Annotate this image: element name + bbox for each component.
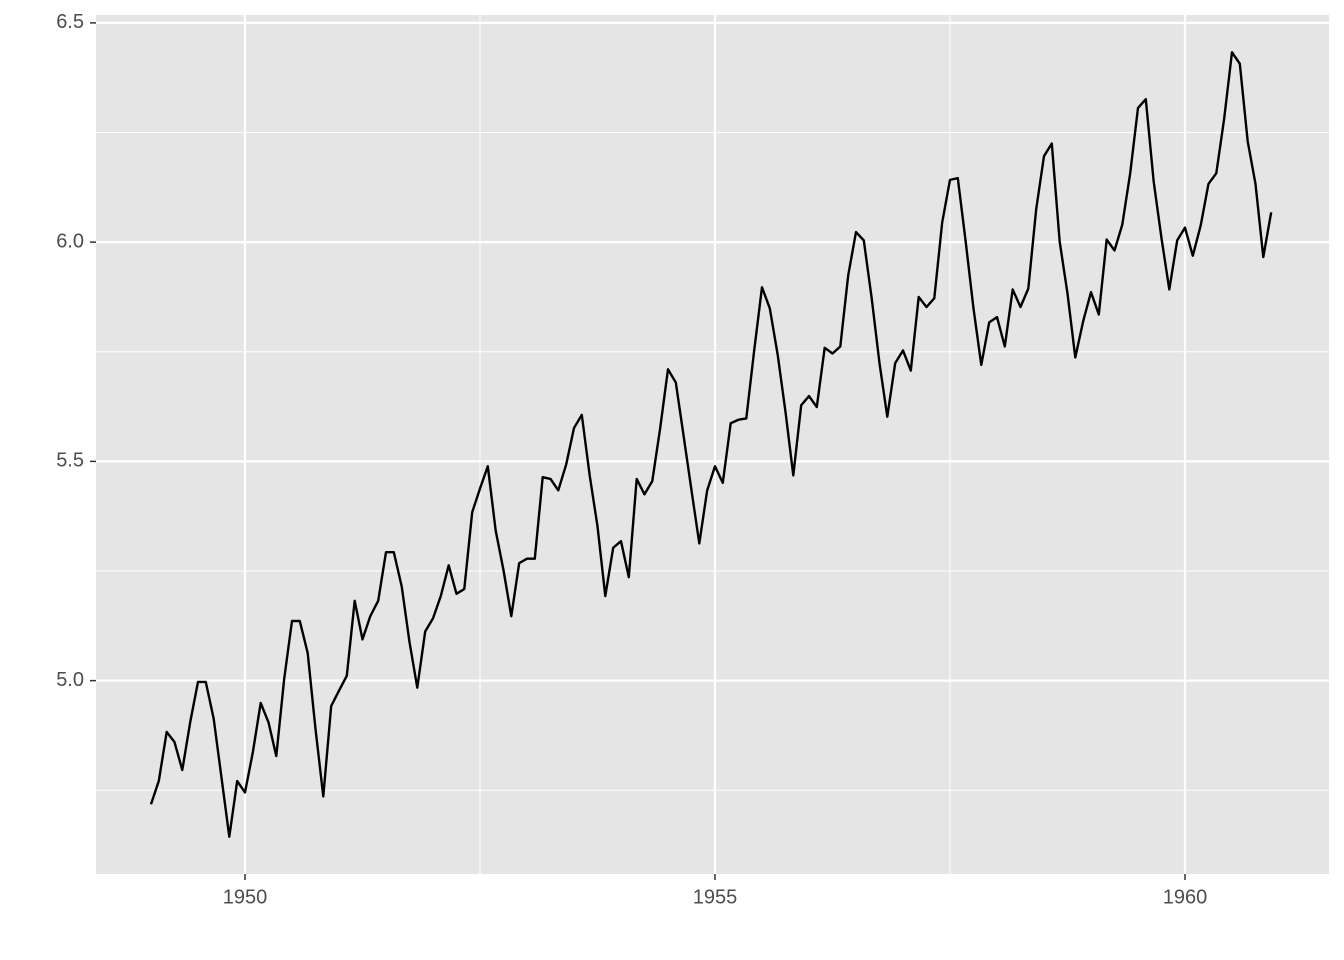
y-tick-label: 5.5 [56, 450, 84, 472]
y-tick-label: 6.5 [56, 11, 84, 33]
x-tick-label: 1955 [693, 886, 738, 908]
x-tick-label: 1960 [1163, 886, 1208, 908]
y-tick-label: 6.0 [56, 230, 84, 252]
x-tick-label: 1950 [223, 886, 268, 908]
panel [96, 15, 1329, 874]
y-tick-label: 5.0 [56, 669, 84, 691]
line [149, 51, 1273, 838]
